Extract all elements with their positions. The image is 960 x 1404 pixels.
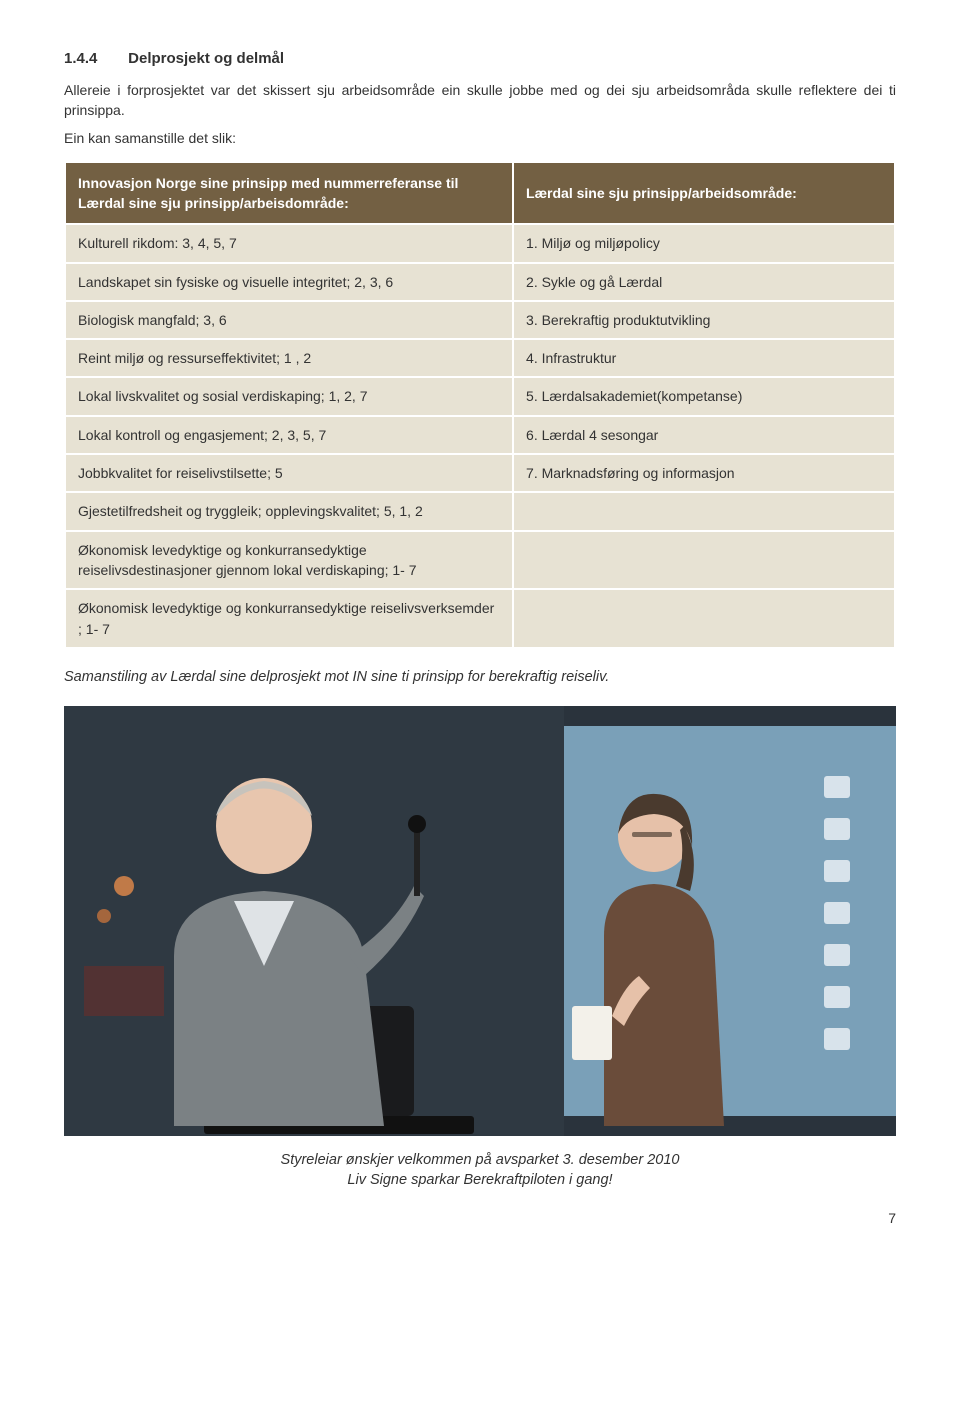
table-cell-right: 1. Miljø og miljøpolicy [514,225,894,261]
table-caption: Samanstiling av Lærdal sine delprosjekt … [64,667,896,688]
table-cell-right: 4. Infrastruktur [514,340,894,376]
table-cell-left: Økonomisk levedyktige og konkurransedykt… [66,532,512,589]
table-cell-left: Landskapet sin fysiske og visuelle integ… [66,264,512,300]
comparison-table: Innovasjon Norge sine prinsipp med numme… [64,161,896,649]
page-number: 7 [64,1190,896,1228]
photo-caption: Styreleiar ønskjer velkommen på avsparke… [64,1150,896,1191]
table-row: Økonomisk levedyktige og konkurransedykt… [66,590,894,647]
table-header-row: Innovasjon Norge sine prinsipp med numme… [66,163,894,224]
heading-title: Delprosjekt og delmål [128,50,284,67]
table-cell-left: Lokal kontroll og engasjement; 2, 3, 5, … [66,417,512,453]
table-cell-right: 3. Berekraftig produktutvikling [514,302,894,338]
table-cell-right [514,532,894,589]
photo-caption-line1: Styreleiar ønskjer velkommen på avsparke… [281,1152,680,1168]
table-cell-left: Økonomisk levedyktige og konkurransedykt… [66,590,512,647]
table-row: Lokal kontroll og engasjement; 2, 3, 5, … [66,417,894,453]
lead-paragraph: Ein kan samanstille det slik: [64,128,896,148]
table-row: Landskapet sin fysiske og visuelle integ… [66,264,894,300]
section-heading: 1.4.4 Delprosjekt og delmål [64,48,896,70]
table-cell-left: Lokal livskvalitet og sosial verdiskapin… [66,378,512,414]
photo-figure [64,706,896,1136]
table-cell-right [514,493,894,529]
table-cell-right: 6. Lærdal 4 sesongar [514,417,894,453]
table-row: Jobbkvalitet for reiselivstilsette; 57. … [66,455,894,491]
table-cell-right: 5. Lærdalsakademiet(kompetanse) [514,378,894,414]
table-cell-right: 7. Marknadsføring og informasjon [514,455,894,491]
table-cell-right [514,590,894,647]
photo-caption-line2: Liv Signe sparkar Berekraftpiloten i gan… [347,1172,612,1188]
table-cell-right: 2. Sykle og gå Lærdal [514,264,894,300]
table-cell-left: Reint miljø og ressurseffektivitet; 1 , … [66,340,512,376]
table-cell-left: Kulturell rikdom: 3, 4, 5, 7 [66,225,512,261]
table-row: Kulturell rikdom: 3, 4, 5, 71. Miljø og … [66,225,894,261]
table-row: Lokal livskvalitet og sosial verdiskapin… [66,378,894,414]
table-cell-left: Jobbkvalitet for reiselivstilsette; 5 [66,455,512,491]
table-row: Biologisk mangfald; 3, 63. Berekraftig p… [66,302,894,338]
table-cell-left: Biologisk mangfald; 3, 6 [66,302,512,338]
table-cell-left: Gjestetilfredsheit og tryggleik; opplevi… [66,493,512,529]
table-header-left: Innovasjon Norge sine prinsipp med numme… [66,163,512,224]
intro-paragraph: Allereie i forprosjektet var det skisser… [64,80,896,121]
photo-illustration [64,706,896,1136]
table-row: Reint miljø og ressurseffektivitet; 1 , … [66,340,894,376]
heading-number: 1.4.4 [64,48,124,70]
table-header-right: Lærdal sine sju prinsipp/arbeidsområde: [514,163,894,224]
table-row: Gjestetilfredsheit og tryggleik; opplevi… [66,493,894,529]
table-row: Økonomisk levedyktige og konkurransedykt… [66,532,894,589]
